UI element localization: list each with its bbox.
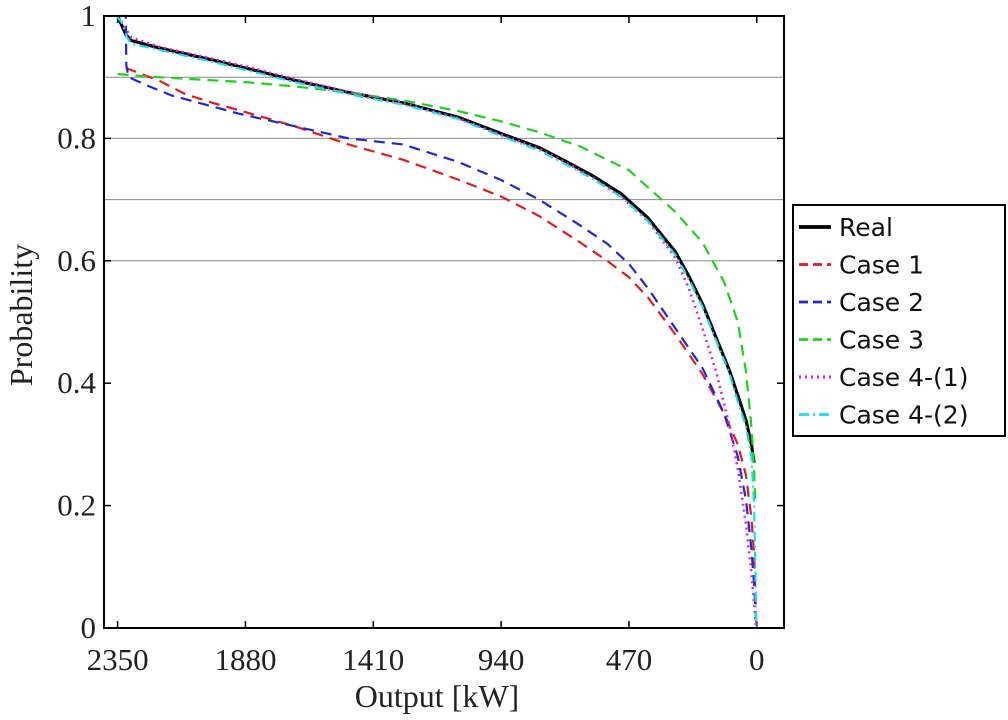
y-axis-label: Probability bbox=[3, 244, 39, 386]
x-tick-label: 1880 bbox=[214, 642, 276, 677]
legend-label: Case 4-(2) bbox=[839, 401, 968, 430]
series-group bbox=[115, 14, 758, 629]
series-line-case-1 bbox=[125, 66, 758, 629]
plot-frame bbox=[103, 15, 785, 629]
legend-box bbox=[792, 204, 1006, 437]
x-axis-label: Output [kW] bbox=[355, 678, 519, 714]
legend-label: Case 1 bbox=[839, 251, 924, 280]
y-tick-label: 0.4 bbox=[57, 365, 96, 400]
series-line-case-3 bbox=[117, 73, 757, 506]
legend-label: Case 4-(1) bbox=[839, 363, 968, 392]
legend[interactable]: Real Case 1 Case 2 Case 3 Case 4-(1) Case 4-(… bbox=[792, 204, 1006, 437]
x-tick-label: 0 bbox=[749, 642, 765, 677]
x-tick-label: 470 bbox=[606, 642, 653, 677]
legend-label: Case 2 bbox=[839, 288, 924, 317]
series-line-case-4-2 bbox=[115, 15, 758, 629]
x-tick-label: 2350 bbox=[87, 642, 149, 677]
y-tick-label: 0.8 bbox=[57, 120, 96, 155]
series-line-real bbox=[116, 15, 756, 464]
series-line-case-4-1 bbox=[116, 15, 758, 629]
legend-label: Real bbox=[839, 213, 893, 242]
x-tick-label: 940 bbox=[478, 642, 525, 677]
x-tick-label: 1410 bbox=[342, 642, 404, 677]
axis-ticks: 2350 1880 1410 940 470 0 0 0.2 0.4 0.6 0.8 1 bbox=[57, 0, 784, 677]
series-line-case-2 bbox=[117, 14, 758, 629]
y-tick-label: 0.2 bbox=[57, 488, 96, 523]
y-tick-label: 1 bbox=[81, 0, 97, 33]
plot-background bbox=[104, 16, 784, 628]
y-tick-label: 0 bbox=[81, 610, 97, 645]
legend-label: Case 3 bbox=[839, 326, 924, 355]
reference-lines bbox=[104, 76, 784, 262]
y-tick-label: 0.6 bbox=[57, 243, 96, 278]
